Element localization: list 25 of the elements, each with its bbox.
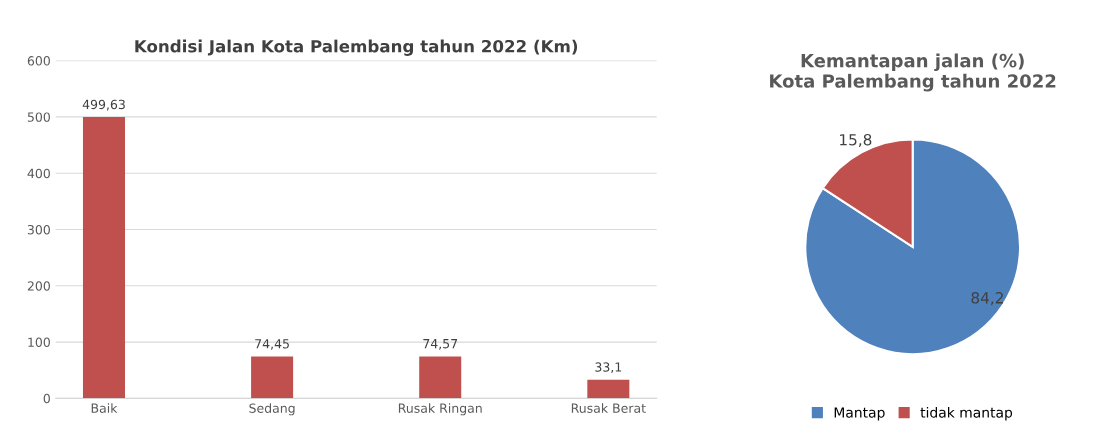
y-tick-label: 400 (27, 168, 50, 179)
bar (82, 117, 125, 399)
y-tick-label: 300 (27, 224, 50, 235)
x-tick-label: Baik (91, 403, 118, 413)
data-label: 74,45 (255, 339, 289, 350)
legend-label: Mantap (834, 407, 885, 421)
legend-label: tidak mantap (920, 406, 1013, 421)
y-tick-label: 200 (27, 281, 50, 291)
bar (419, 356, 462, 399)
bar (251, 356, 294, 399)
x-tick-label: Rusak Ringan (398, 403, 482, 416)
y-tick-label: 100 (28, 337, 50, 347)
data-label: 499,63 (82, 99, 125, 111)
y-tick-label: 600 (27, 56, 50, 66)
data-label: 15,8 (840, 133, 872, 148)
bar (587, 379, 630, 399)
data-label: 84,2 (971, 292, 1003, 306)
x-tick-label: Rusak Berat (571, 403, 646, 413)
data-label: 33,1 (595, 362, 622, 374)
data-label: 74,57 (423, 339, 458, 350)
chart-title: Kondisi Jalan Kota Palembang tahun 2022 (Km) (135, 39, 578, 56)
chart-title: Kemantapan jalan (%) Kota Palembang tahun 2022 (770, 53, 1056, 92)
y-tick-label: 0 (43, 393, 50, 404)
x-tick-label: Sedang (249, 403, 295, 416)
y-tick-label: 500 (27, 112, 50, 122)
